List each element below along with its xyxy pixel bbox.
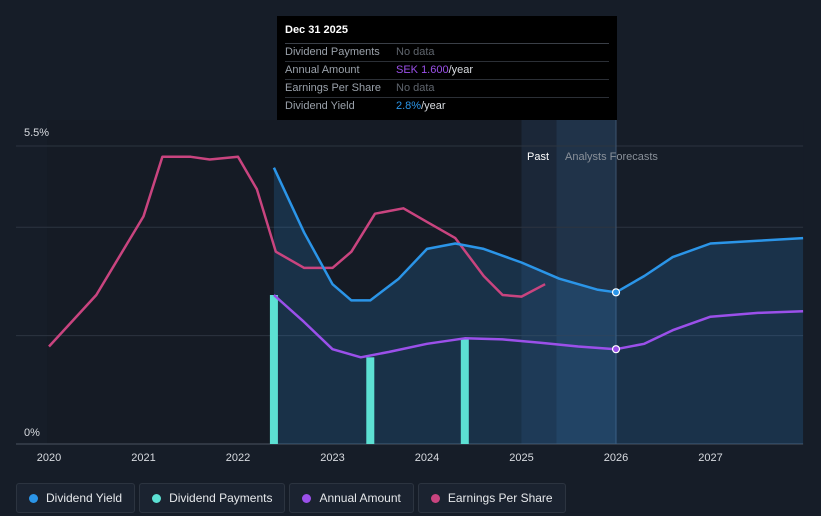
- past-highlight-band: [521, 120, 557, 444]
- legend-label: Earnings Per Share: [447, 491, 553, 505]
- tooltip-label: Dividend Payments: [285, 46, 380, 58]
- legend-item-dividend-payments[interactable]: Dividend Payments: [139, 483, 286, 513]
- tooltip-row-dividend-payments: Dividend Payments No data: [285, 44, 609, 62]
- tooltip-unit: /year: [448, 64, 474, 76]
- tooltip-unit: /year: [421, 100, 446, 112]
- tooltip-row-dividend-yield: Dividend Yield 2.8% /year: [285, 98, 609, 115]
- tooltip-row-eps: Earnings Per Share No data: [285, 80, 609, 98]
- dividend-payment-bar: [460, 338, 469, 444]
- tooltip-value: SEK 1.600: [396, 64, 449, 76]
- tooltip-row-annual-amount: Annual Amount SEK 1.600 /year: [285, 62, 609, 80]
- legend-item-earnings-per-share[interactable]: Earnings Per Share: [417, 483, 566, 513]
- annual-amount-line: [273, 294, 804, 359]
- tooltip: Dec 31 2025 Dividend Payments No data An…: [277, 16, 617, 120]
- x-tick-label: 2023: [320, 452, 344, 464]
- legend-label: Dividend Yield: [46, 491, 123, 505]
- legend-dot-icon: [152, 493, 162, 503]
- y-tick-label: 0%: [24, 427, 40, 439]
- dividend-payment-bar: [269, 295, 278, 444]
- legend-dot-icon: [29, 493, 38, 503]
- tooltip-label: Earnings Per Share: [285, 82, 381, 94]
- x-tick-label: 2022: [226, 452, 250, 464]
- dividend-payment-bar: [366, 357, 375, 444]
- tooltip-date: Dec 31 2025: [285, 24, 609, 44]
- past-region-bg: [47, 120, 522, 444]
- x-tick-label: 2020: [37, 452, 61, 464]
- legend: Dividend Yield Dividend Payments Annual …: [16, 483, 566, 513]
- dividend-yield-marker: [611, 288, 621, 297]
- x-tick-label: 2024: [415, 452, 439, 464]
- tooltip-label: Annual Amount: [285, 64, 360, 76]
- legend-dot-icon: [302, 493, 312, 503]
- y-tick-label: 5.5%: [24, 127, 49, 139]
- tooltip-value: 2.8%: [396, 100, 422, 112]
- tooltip-value: No data: [396, 82, 435, 94]
- earnings-per-share-line: [48, 155, 546, 348]
- x-tick-label: 2021: [131, 452, 155, 464]
- x-tick-label: 2027: [698, 452, 722, 464]
- dividend-yield-area: [273, 167, 804, 444]
- tooltip-label: Dividend Yield: [285, 100, 355, 112]
- legend-dot-icon: [430, 493, 440, 503]
- legend-label: Annual Amount: [319, 491, 401, 505]
- annual-amount-marker: [611, 345, 621, 354]
- legend-item-annual-amount[interactable]: Annual Amount: [289, 483, 414, 513]
- x-tick-label: 2026: [604, 452, 628, 464]
- dividend-yield-line: [272, 167, 804, 302]
- legend-item-dividend-yield[interactable]: Dividend Yield: [16, 483, 136, 513]
- tooltip-value: No data: [396, 46, 435, 58]
- past-region-label: Past: [527, 151, 549, 163]
- forecast-region-bg: [616, 120, 804, 444]
- legend-label: Dividend Payments: [169, 491, 273, 505]
- x-tick-label: 2025: [509, 452, 533, 464]
- forecast-region-label: Analysts Forecasts: [565, 151, 658, 163]
